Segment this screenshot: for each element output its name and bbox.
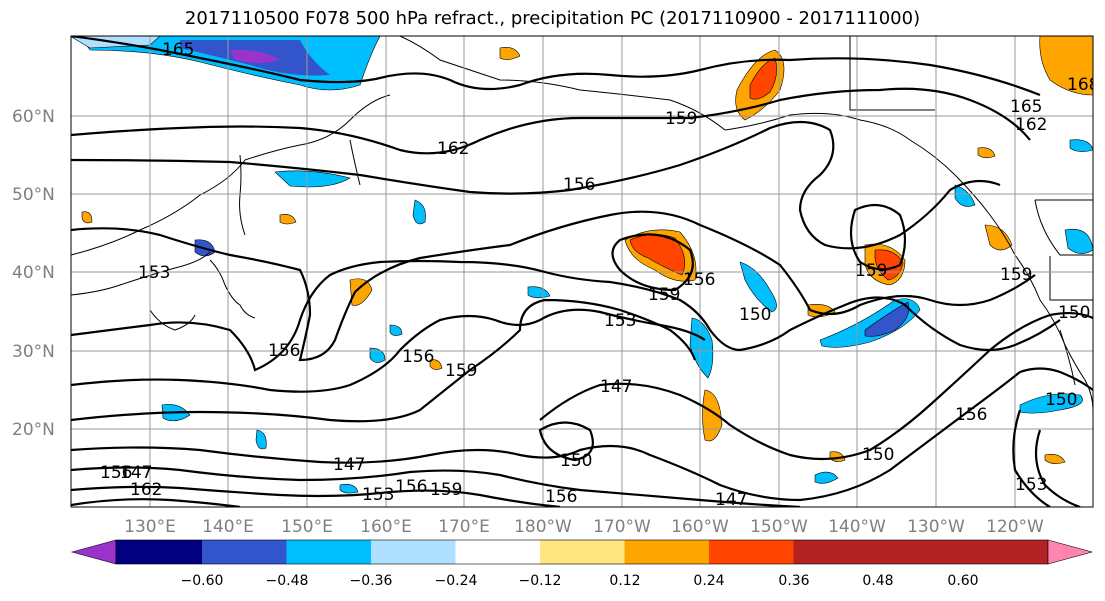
lon-tick-label: 130°W	[907, 517, 965, 537]
lat-tick-label: 60°N	[12, 107, 55, 127]
graticule	[71, 36, 1093, 507]
colorbar-cell	[116, 540, 202, 564]
contour-label: 153	[362, 485, 394, 505]
contour-label: 153	[138, 263, 170, 283]
colorbar-cell	[624, 540, 709, 564]
colorbar-label: 0.36	[778, 573, 809, 589]
contour-label: 159	[1000, 265, 1032, 285]
lon-tick-label: 160°E	[360, 517, 412, 537]
contour-label: 162	[1015, 115, 1047, 135]
contour-label: 162	[437, 139, 469, 159]
lat-tick-label: 50°N	[12, 185, 55, 205]
lon-tick-label: 170°E	[438, 517, 490, 537]
contour-label: 156	[268, 341, 300, 361]
lat-tick-label: 30°N	[12, 342, 55, 362]
colorbar-cell	[286, 540, 371, 564]
longitude-axis: 130°E 140°E 150°E 160°E 170°E 180°W 170°…	[124, 517, 1044, 537]
colorbar: −0.60 −0.48 −0.36 −0.24 −0.12 0.12 0.24 …	[70, 539, 1094, 589]
contour-label: 150	[1045, 390, 1077, 410]
contour-label: 165	[162, 40, 194, 60]
map-area: 165 162 159 156 153 150 147 168 165 162 …	[71, 36, 1099, 510]
contour-label: 150	[862, 445, 894, 465]
contour-label: 156	[100, 463, 132, 483]
contour-label: 156	[545, 487, 577, 507]
contour-label: 150	[560, 451, 592, 471]
contour-label: 159	[445, 361, 477, 381]
colorbar-cell	[455, 540, 540, 564]
colorbar-cell	[793, 540, 1048, 564]
colorbar-label: −0.12	[519, 573, 562, 589]
colorbar-max-extend	[1047, 539, 1094, 565]
contour-label: 159	[430, 480, 462, 500]
contour-label: 159	[648, 285, 680, 305]
lon-tick-label: 160°W	[671, 517, 729, 537]
map-title: 2017110500 F078 500 hPa refract., precip…	[184, 8, 921, 29]
lon-tick-label: 170°W	[593, 517, 651, 537]
lon-tick-label: 130°E	[124, 517, 176, 537]
colorbar-cell	[709, 540, 794, 564]
contour-label: 156	[563, 175, 595, 195]
lon-tick-label: 150°E	[281, 517, 333, 537]
colorbar-label: −0.48	[266, 573, 309, 589]
contour-labels: 165 162 159 156 153 150 147 168 165 162 …	[100, 40, 1099, 510]
lon-tick-label: 140°E	[202, 517, 254, 537]
lon-tick-label: 180°W	[514, 517, 572, 537]
contour-label: 156	[683, 270, 715, 290]
lon-tick-label: 140°W	[828, 517, 886, 537]
contour-label: 147	[333, 455, 365, 475]
map-frame	[70, 35, 1094, 508]
contour-label: 156	[395, 477, 427, 497]
lon-tick-label: 150°W	[750, 517, 808, 537]
contour-label: 156	[955, 405, 987, 425]
contour-label: 147	[120, 463, 152, 483]
colorbar-label: 0.24	[693, 573, 724, 589]
contour-label: 147	[715, 490, 747, 510]
contour-label: 153	[1015, 475, 1047, 495]
contour-label: 147	[600, 377, 632, 397]
colorbar-label: −0.24	[435, 573, 478, 589]
contour-label: 162	[130, 480, 162, 500]
colorbar-label: 0.60	[947, 573, 978, 589]
contour-label: 165	[1010, 97, 1042, 117]
contour-label: 159	[855, 261, 887, 281]
colorbar-cell	[371, 540, 456, 564]
lon-tick-label: 120°W	[986, 517, 1044, 537]
contour-label: 153	[604, 311, 636, 331]
colorbar-label: 0.48	[862, 573, 893, 589]
contour-label: 168	[1067, 75, 1099, 95]
lat-tick-label: 20°N	[12, 420, 55, 440]
colorbar-label: 0.12	[609, 573, 640, 589]
contour-label: 159	[665, 109, 697, 129]
contour-label: 150	[1058, 303, 1090, 323]
contour-label: 156	[402, 347, 434, 367]
latitude-axis: 60°N 50°N 40°N 30°N 20°N	[12, 107, 55, 440]
contour-label: 150	[739, 305, 771, 325]
colorbar-cell	[540, 540, 625, 564]
colorbar-label: −0.60	[181, 573, 224, 589]
colorbar-label: −0.36	[350, 573, 393, 589]
refractivity-contours	[71, 36, 1093, 507]
colorbar-min-extend	[70, 539, 117, 565]
colorbar-cell	[202, 540, 287, 564]
lat-tick-label: 40°N	[12, 263, 55, 283]
